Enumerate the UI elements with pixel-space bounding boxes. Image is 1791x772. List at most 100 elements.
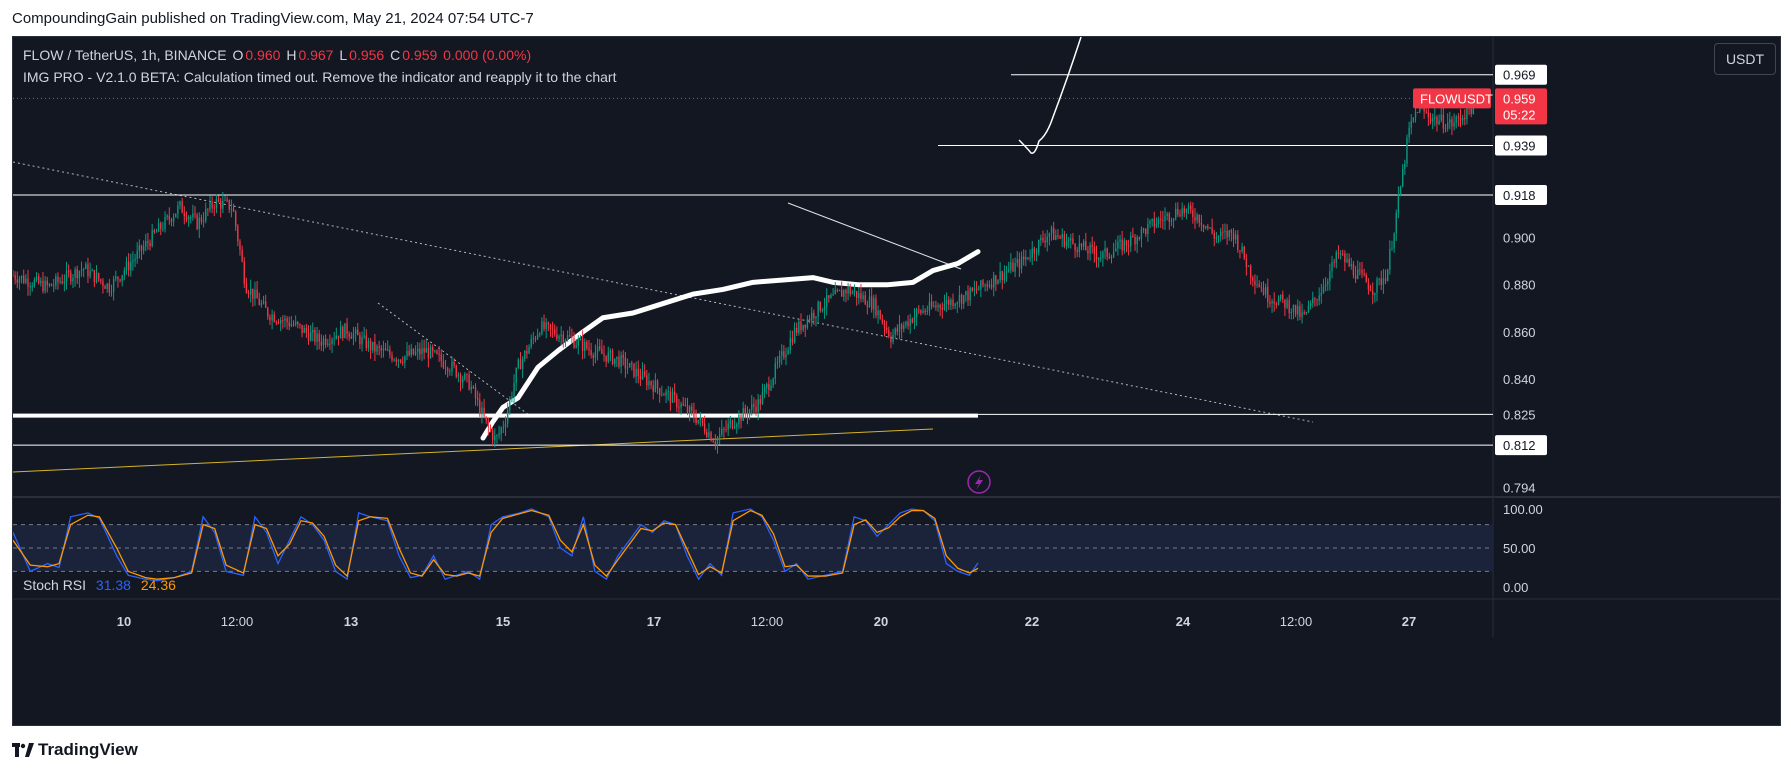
candle-body (851, 292, 854, 294)
candle-body (1063, 234, 1066, 247)
candle-body (316, 333, 318, 342)
candle-body (896, 328, 899, 332)
candle-body (162, 228, 164, 230)
candle-body (1314, 298, 1316, 300)
stoch-rsi-name[interactable]: Stoch RSI (23, 577, 87, 593)
candle-body (312, 330, 314, 333)
candle-body (982, 280, 984, 286)
candle-body (840, 290, 843, 297)
candle-body (975, 288, 978, 291)
candle-body (1185, 209, 1188, 213)
candle-body (888, 329, 890, 337)
candle-body (1093, 246, 1096, 254)
candle-body (1361, 269, 1363, 274)
candle-body (1294, 304, 1297, 315)
candle-body (241, 250, 243, 262)
candle-body (1175, 208, 1177, 219)
candle-body (95, 273, 98, 283)
candle-body (905, 321, 907, 326)
candle-body (170, 219, 173, 222)
candle-body (1391, 248, 1393, 250)
candle-body (1438, 120, 1440, 125)
candle-body (31, 286, 33, 288)
candle-body (509, 398, 511, 411)
candle-body (618, 356, 620, 367)
candle-body (410, 348, 412, 356)
candle-body (1348, 258, 1350, 267)
candle-body (1183, 208, 1185, 213)
candle-body (1162, 219, 1164, 221)
candle-body (202, 220, 205, 222)
candle-body (220, 201, 222, 209)
candle-body (1027, 257, 1029, 259)
price-tick-label: 0.825 (1503, 407, 1536, 422)
candle-body (823, 306, 826, 310)
candle-body (427, 348, 430, 359)
candle-body (1048, 233, 1051, 237)
candle-body (631, 363, 633, 365)
candle-body (1333, 262, 1335, 264)
candle-body (909, 319, 911, 327)
candle-body (635, 368, 637, 377)
candle-body (622, 355, 624, 358)
candle-body (153, 230, 156, 233)
candle-body (175, 213, 177, 218)
candle-body (1380, 278, 1382, 285)
candle-body (472, 386, 475, 388)
currency-button[interactable]: USDT (1714, 43, 1776, 75)
candle-body (1365, 274, 1367, 283)
candle-body (1284, 299, 1286, 308)
candle-body (1316, 299, 1318, 301)
chart-canvas[interactable]: 0.900 0.880 0.860 0.840 0.825 0.794 0.969 0.939… (13, 37, 1780, 725)
candle-body (1192, 210, 1194, 218)
chart-frame[interactable]: 0.900 0.880 0.860 0.840 0.825 0.794 0.969 0.939… (12, 36, 1781, 726)
candle-body (941, 307, 944, 310)
candle-body (1339, 253, 1342, 255)
tradingview-logo[interactable]: TradingView (12, 740, 138, 760)
candle-body (187, 217, 190, 220)
legend-low-value: 0.956 (349, 47, 385, 63)
candle-body (1303, 312, 1305, 314)
candle-body (804, 324, 806, 328)
candle-body (282, 320, 284, 322)
candle-body (581, 338, 584, 352)
candle-body (496, 435, 498, 437)
candle-body (286, 318, 288, 323)
candle-body (350, 336, 353, 339)
candle-body (1076, 250, 1078, 253)
candle-body (729, 420, 732, 424)
candle-body (669, 391, 672, 403)
candle-body (993, 275, 995, 288)
candle-body (684, 405, 687, 407)
candle-body (937, 305, 939, 308)
candle-body (395, 359, 397, 362)
candle-body (378, 346, 380, 348)
candle-body (359, 335, 361, 345)
candle-body (860, 293, 862, 299)
candle-body (757, 399, 759, 412)
candle-body (247, 292, 250, 295)
candle-body (112, 278, 115, 292)
candle-body (1449, 119, 1451, 123)
candle-body (926, 310, 929, 312)
candle-body (20, 275, 23, 279)
candle-body (1322, 286, 1325, 294)
candle-body (65, 270, 68, 282)
legend-high-label: H (286, 47, 297, 63)
candle-body (748, 409, 751, 416)
candle-body (164, 216, 166, 229)
candle-body (637, 368, 639, 377)
candle-body (838, 290, 841, 292)
candle-body (519, 359, 522, 370)
legend-symbol[interactable]: FLOW / TetherUS, 1h, BINANCE (23, 47, 227, 63)
candle-body (643, 371, 646, 376)
wedge-trendline (787, 202, 962, 270)
candle-body (342, 326, 344, 339)
candle-body (543, 321, 545, 330)
candle-body (1440, 114, 1442, 121)
candle-body (1404, 163, 1406, 169)
lightning-icon[interactable] (967, 470, 991, 494)
candle-body (725, 429, 727, 431)
candle-body (1082, 241, 1085, 247)
candle-body (541, 321, 543, 334)
